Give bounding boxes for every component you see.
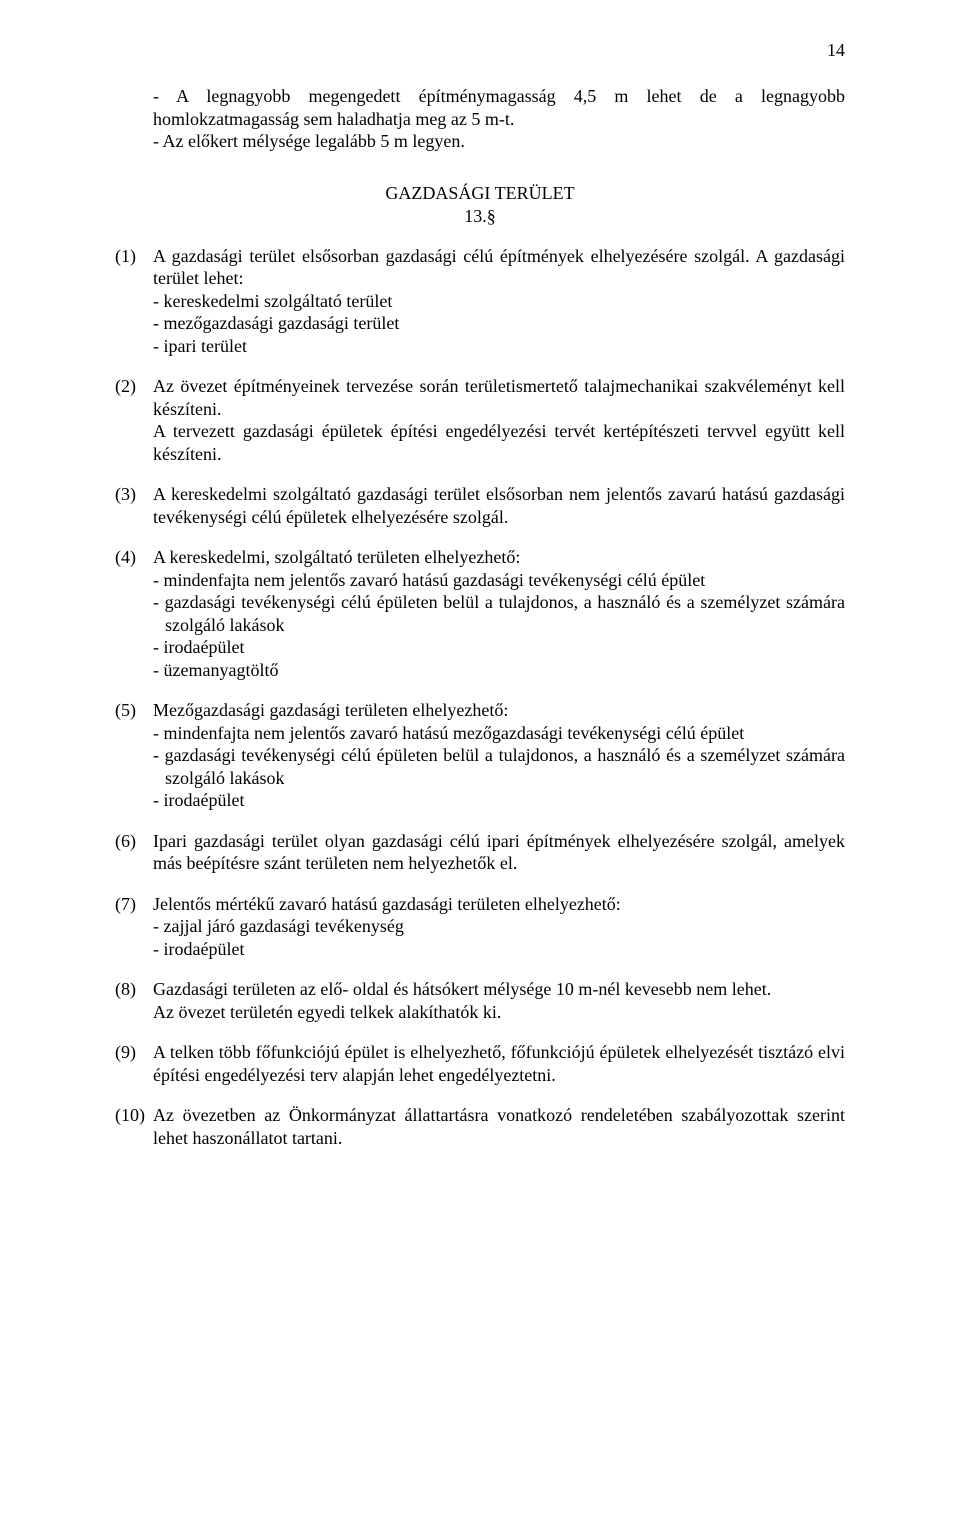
paragraph-text: A telken több főfunkciójú épület is elhe… [153, 1042, 845, 1085]
paragraph-number: (10) [115, 1104, 153, 1149]
intro-line-1: - A legnagyobb megengedett építménymagas… [153, 85, 845, 130]
section-heading: GAZDASÁGI TERÜLET [115, 183, 845, 204]
list-item: - ipari terület [153, 335, 845, 358]
list-item: - gazdasági tevékenységi célú épületen b… [153, 744, 845, 789]
paragraph-lead: Mezőgazdasági gazdasági területen elhely… [153, 699, 845, 722]
paragraph-body: A telken több főfunkciójú épület is elhe… [153, 1041, 845, 1086]
paragraph-number: (2) [115, 375, 153, 465]
paragraph-lead: A gazdasági terület elsősorban gazdasági… [153, 246, 845, 289]
paragraph-8: (8) Gazdasági területen az elő- oldal és… [115, 978, 845, 1023]
list-item: - mindenfajta nem jelentős zavaró hatású… [153, 722, 845, 745]
list-item: - kereskedelmi szolgáltató terület [153, 290, 845, 313]
paragraph-lead: A kereskedelmi, szolgáltató területen el… [153, 546, 845, 569]
paragraph-number: (1) [115, 245, 153, 358]
paragraph-body: A gazdasági terület elsősorban gazdasági… [153, 245, 845, 358]
paragraph-body: A kereskedelmi szolgáltató gazdasági ter… [153, 483, 845, 528]
list-item: - üzemanyagtöltő [153, 659, 845, 682]
paragraph-number: (5) [115, 699, 153, 812]
paragraph-10: (10) Az övezetben az Önkormányzat állatt… [115, 1104, 845, 1149]
paragraph-body: Az övezetben az Önkormányzat állattartás… [153, 1104, 845, 1149]
intro-block: - A legnagyobb megengedett építménymagas… [115, 85, 845, 153]
list-item: - irodaépület [153, 938, 845, 961]
section-heading-number: 13.§ [115, 206, 845, 227]
paragraph-text: Az övezet építményeinek tervezése során … [153, 375, 845, 420]
list-item: - irodaépület [153, 636, 845, 659]
paragraph-7: (7) Jelentős mértékű zavaró hatású gazda… [115, 893, 845, 961]
page-number: 14 [827, 40, 845, 61]
paragraph-text: A tervezett gazdasági épületek építési e… [153, 420, 845, 465]
paragraph-text: A kereskedelmi szolgáltató gazdasági ter… [153, 484, 845, 527]
paragraph-2: (2) Az övezet építményeinek tervezése so… [115, 375, 845, 465]
paragraph-number: (3) [115, 483, 153, 528]
paragraph-body: Jelentős mértékű zavaró hatású gazdasági… [153, 893, 845, 961]
paragraph-5: (5) Mezőgazdasági gazdasági területen el… [115, 699, 845, 812]
paragraph-text: Az övezet területén egyedi telkek alakít… [153, 1001, 845, 1024]
paragraph-text: Az övezetben az Önkormányzat állattartás… [153, 1105, 845, 1148]
paragraph-4: (4) A kereskedelmi, szolgáltató területe… [115, 546, 845, 681]
paragraph-lead: Jelentős mértékű zavaró hatású gazdasági… [153, 893, 845, 916]
paragraph-body: Ipari gazdasági terület olyan gazdasági … [153, 830, 845, 875]
page: 14 - A legnagyobb megengedett építményma… [0, 0, 960, 1519]
intro-line-2: - Az előkert mélysége legalább 5 m legye… [153, 130, 845, 153]
paragraph-number: (7) [115, 893, 153, 961]
list-item: - mindenfajta nem jelentős zavaró hatású… [153, 569, 845, 592]
paragraph-1: (1) A gazdasági terület elsősorban gazda… [115, 245, 845, 358]
paragraph-text: Ipari gazdasági terület olyan gazdasági … [153, 831, 845, 874]
paragraph-number: (6) [115, 830, 153, 875]
paragraph-number: (4) [115, 546, 153, 681]
list-item: - irodaépület [153, 789, 845, 812]
list-item: - zajjal járó gazdasági tevékenység [153, 915, 845, 938]
list-item: - gazdasági tevékenységi célú épületen b… [153, 591, 845, 636]
paragraph-text: Gazdasági területen az elő- oldal és hát… [153, 978, 845, 1001]
paragraph-6: (6) Ipari gazdasági terület olyan gazdas… [115, 830, 845, 875]
paragraph-body: A kereskedelmi, szolgáltató területen el… [153, 546, 845, 681]
paragraph-3: (3) A kereskedelmi szolgáltató gazdasági… [115, 483, 845, 528]
list-item: - mezőgazdasági gazdasági terület [153, 312, 845, 335]
paragraph-9: (9) A telken több főfunkciójú épület is … [115, 1041, 845, 1086]
paragraph-number: (8) [115, 978, 153, 1023]
paragraph-number: (9) [115, 1041, 153, 1086]
paragraph-body: Az övezet építményeinek tervezése során … [153, 375, 845, 465]
paragraph-body: Gazdasági területen az elő- oldal és hát… [153, 978, 845, 1023]
paragraph-body: Mezőgazdasági gazdasági területen elhely… [153, 699, 845, 812]
